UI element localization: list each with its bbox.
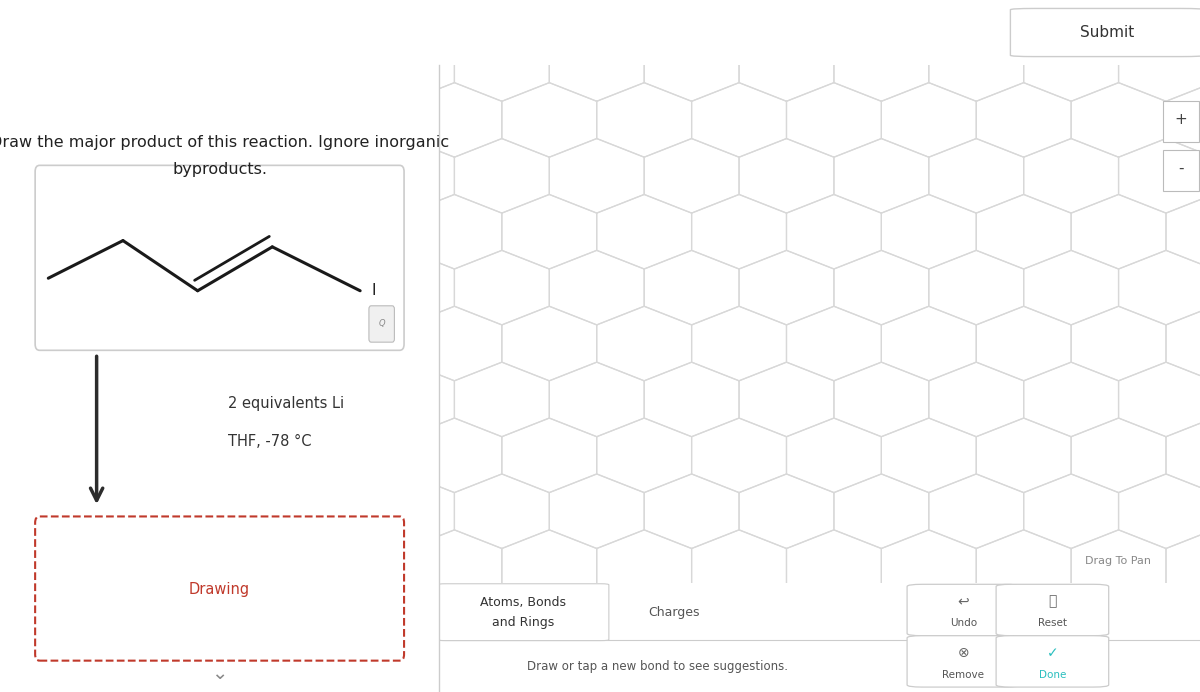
Text: THF, -78 °C: THF, -78 °C — [228, 434, 312, 448]
Text: Charges: Charges — [648, 606, 700, 619]
Text: Atoms, Bonds: Atoms, Bonds — [480, 597, 566, 610]
FancyBboxPatch shape — [438, 584, 608, 641]
Text: 2 equivalents Li: 2 equivalents Li — [228, 396, 344, 411]
Text: +: + — [1175, 112, 1187, 127]
Text: I: I — [371, 283, 376, 298]
FancyBboxPatch shape — [907, 636, 1020, 687]
Text: Draw or tap a new bond to see suggestions.: Draw or tap a new bond to see suggestion… — [527, 659, 787, 673]
Text: ⌄: ⌄ — [211, 664, 228, 682]
FancyBboxPatch shape — [996, 636, 1109, 687]
Text: ⎕: ⎕ — [1049, 594, 1056, 608]
Text: ←: ← — [12, 23, 31, 42]
Text: ✓: ✓ — [1046, 646, 1058, 660]
FancyBboxPatch shape — [35, 516, 404, 661]
Text: byproducts.: byproducts. — [172, 162, 268, 177]
Text: Drawing: Drawing — [190, 582, 250, 597]
FancyBboxPatch shape — [907, 584, 1020, 636]
FancyBboxPatch shape — [1163, 101, 1199, 142]
FancyBboxPatch shape — [35, 165, 404, 350]
Text: Draw the major product of this reaction. Ignore inorganic: Draw the major product of this reaction.… — [0, 135, 449, 150]
Text: and Rings: and Rings — [492, 615, 554, 628]
FancyBboxPatch shape — [1163, 150, 1199, 191]
Text: Undo: Undo — [950, 618, 977, 628]
Text: Problem 9 of 10: Problem 9 of 10 — [523, 23, 677, 42]
Text: Submit: Submit — [1080, 25, 1135, 40]
Text: ⊗: ⊗ — [958, 646, 970, 660]
FancyBboxPatch shape — [996, 584, 1109, 636]
Text: ↩: ↩ — [958, 594, 970, 608]
Text: Q: Q — [378, 320, 385, 329]
Text: Done: Done — [1039, 670, 1066, 680]
Text: Reset: Reset — [1038, 618, 1067, 628]
Text: Remove: Remove — [942, 670, 984, 680]
Text: Drag To Pan: Drag To Pan — [1085, 556, 1151, 566]
FancyBboxPatch shape — [368, 306, 395, 342]
FancyBboxPatch shape — [1010, 8, 1200, 57]
Text: -: - — [1178, 161, 1183, 176]
